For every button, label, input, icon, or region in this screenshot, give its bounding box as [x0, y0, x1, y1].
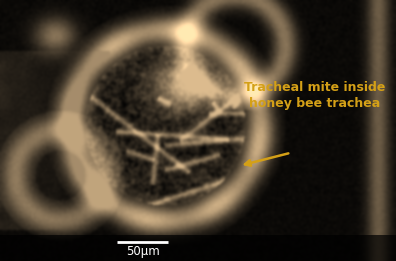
Text: 50μm: 50μm	[126, 245, 160, 258]
Text: Tracheal mite inside
honey bee trachea: Tracheal mite inside honey bee trachea	[244, 81, 386, 110]
